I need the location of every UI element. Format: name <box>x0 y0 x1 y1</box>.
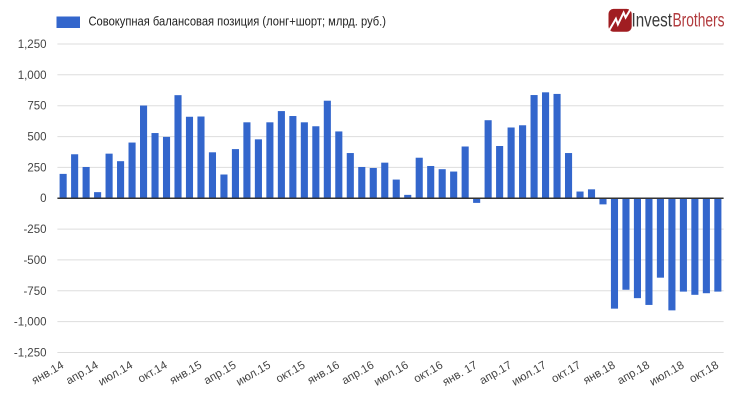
svg-text:-750: -750 <box>23 286 46 298</box>
svg-text:0: 0 <box>40 193 46 205</box>
svg-text:-1,000: -1,000 <box>14 317 47 329</box>
svg-text:Brothers: Brothers <box>673 11 725 32</box>
svg-text:-1,250: -1,250 <box>14 348 47 360</box>
svg-text:1,250: 1,250 <box>18 39 47 51</box>
svg-text:250: 250 <box>27 162 46 174</box>
svg-text:Invest: Invest <box>632 11 673 32</box>
svg-text:1,000: 1,000 <box>18 70 47 82</box>
svg-text:500: 500 <box>27 132 46 144</box>
svg-text:-500: -500 <box>23 255 46 267</box>
svg-text:750: 750 <box>27 101 46 113</box>
svg-text:Совокупная балансовая позиция: Совокупная балансовая позиция (лонг+шорт… <box>89 15 387 29</box>
svg-text:-250: -250 <box>23 224 46 236</box>
